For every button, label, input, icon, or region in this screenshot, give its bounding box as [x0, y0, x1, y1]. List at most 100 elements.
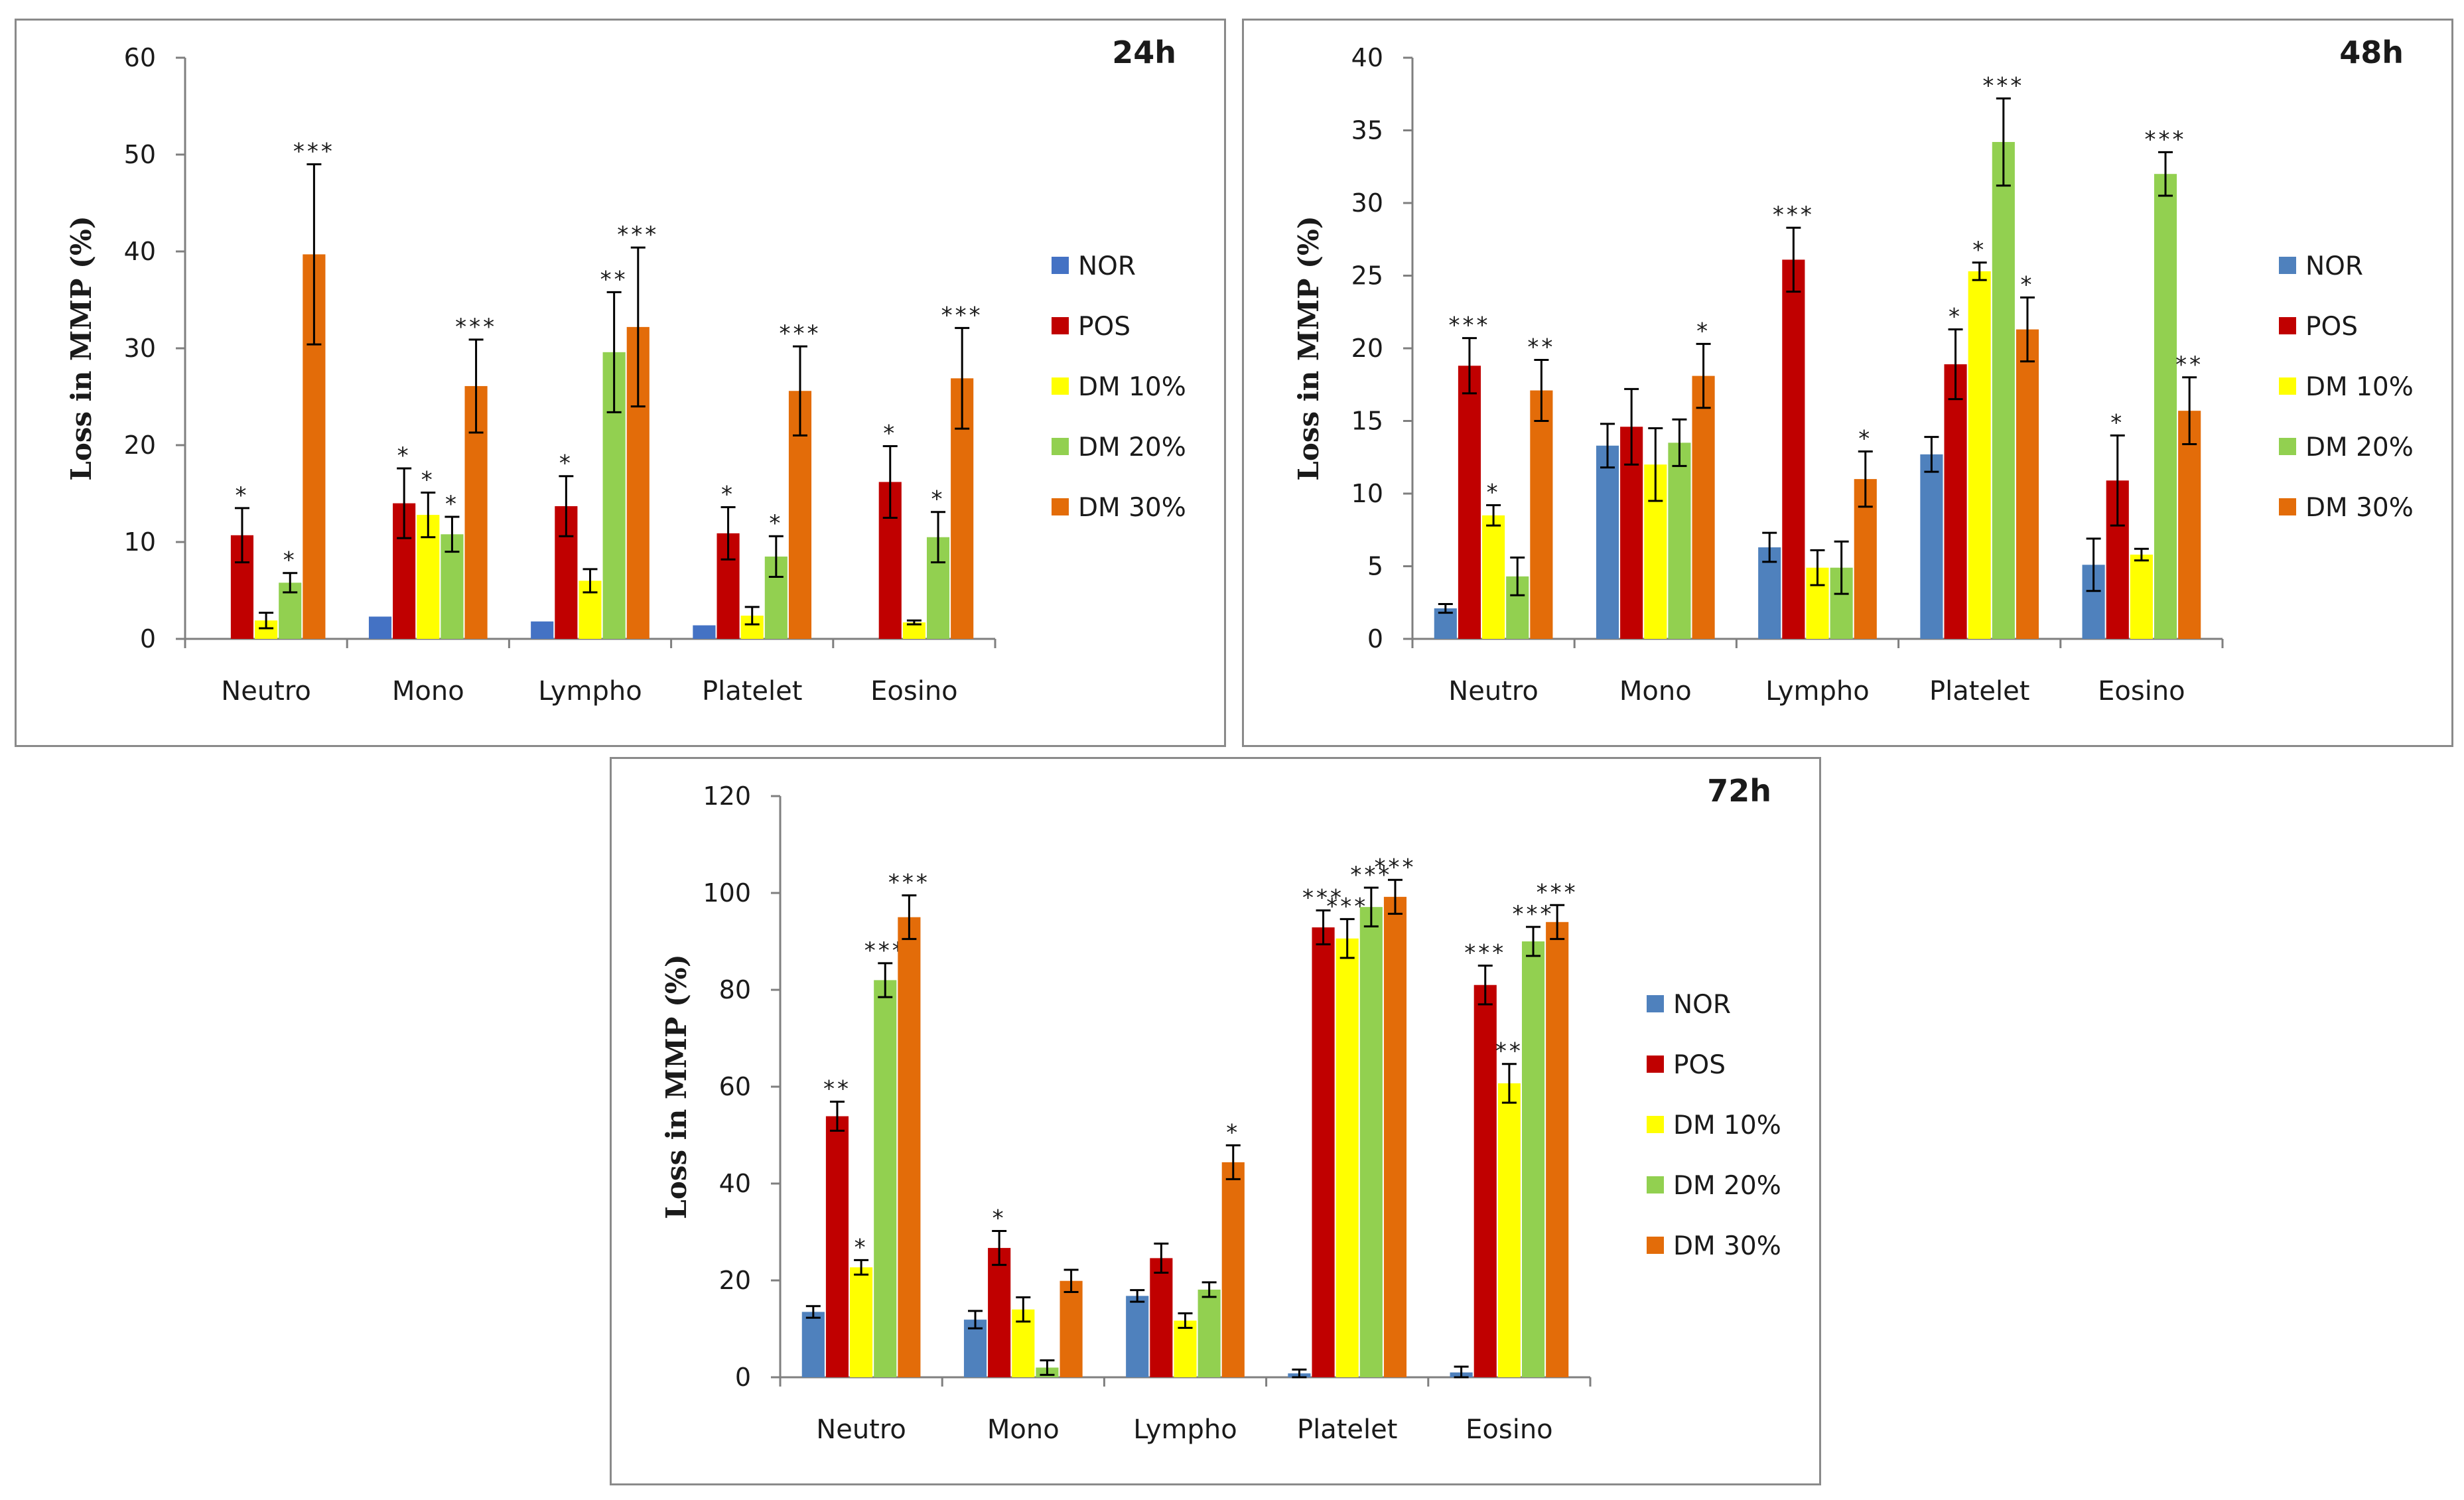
x-tick-label-neutro: Neutro — [816, 1414, 906, 1445]
y-tick-label: 100 — [703, 878, 751, 908]
bar-dm-30-lympho — [1221, 1162, 1245, 1377]
significance-dm-10-platelet: * — [1972, 237, 1986, 263]
significance-dm-20-eosino: * — [931, 486, 945, 513]
bar-dm-30-mono — [1692, 375, 1715, 639]
significance-dm-20-platelet: * — [769, 510, 783, 537]
bar-nor-neutro — [801, 1312, 825, 1377]
significance-dm-20-platelet: *** — [1982, 72, 2024, 99]
significance-dm-30-platelet: *** — [779, 320, 821, 347]
x-tick-label-mono: Mono — [987, 1414, 1060, 1445]
bar-pos-eosino — [1473, 985, 1497, 1377]
significance-dm-10-mono: * — [421, 467, 435, 494]
y-tick-label: 35 — [1351, 116, 1383, 145]
legend-swatch-pos — [1052, 317, 1069, 334]
bar-pos-lympho — [1150, 1258, 1173, 1377]
significance-dm-30-lympho: * — [1226, 1119, 1240, 1146]
legend-swatch-pos — [2279, 317, 2296, 334]
significance-pos-neutro: ** — [823, 1076, 851, 1103]
bar-dm-10-neutro — [850, 1267, 873, 1377]
significance-dm-30-lympho: * — [1858, 425, 1872, 452]
bar-dm-10-eosino — [1497, 1083, 1521, 1377]
significance-pos-eosino: *** — [1464, 940, 1506, 967]
significance-pos-mono: * — [992, 1205, 1006, 1232]
legend-label-nor: NOR — [1078, 251, 1136, 281]
y-tick-label: 80 — [719, 975, 751, 1004]
y-axis-title: Loss in MMP (%) — [1292, 216, 1325, 480]
x-tick-label-neutro: Neutro — [1448, 676, 1539, 707]
y-tick-label: 60 — [124, 43, 156, 72]
legend-swatch-dm-30 — [2279, 498, 2296, 515]
significance-dm-30-neutro: ** — [1527, 334, 1555, 361]
chart-title: 24h — [1112, 34, 1176, 70]
bar-dm-20-lympho — [1198, 1289, 1221, 1377]
bar-pos-mono — [988, 1248, 1011, 1377]
x-tick-label-mono: Mono — [392, 676, 464, 707]
significance-pos-eosino: * — [883, 420, 897, 446]
significance-dm-10-platelet: *** — [1326, 893, 1368, 920]
bar-dm-30-neutro — [898, 917, 921, 1377]
bar-dm-10-platelet — [1335, 938, 1359, 1377]
bar-chart-24h: 0 10 20 30 40 50 60 Neutro Mono Lympho Platelet Eos… — [65, 34, 1186, 707]
y-tick-label: 0 — [1367, 624, 1383, 653]
x-tick-label-neutro: Neutro — [221, 676, 311, 707]
bar-pos-platelet — [1312, 927, 1335, 1377]
y-axis-title: Loss in MMP (%) — [65, 216, 98, 480]
significance-pos-neutro: *** — [1448, 312, 1490, 339]
bar-pos-neutro — [825, 1116, 849, 1377]
legend-swatch-dm-20 — [1052, 438, 1069, 455]
significance-pos-platelet: * — [1949, 304, 1962, 330]
significance-dm-20-neutro: * — [283, 547, 297, 574]
bar-nor-mono — [1596, 445, 1619, 639]
x-tick-label-platelet: Platelet — [1297, 1414, 1397, 1445]
bar-nor-mono — [368, 616, 392, 639]
legend-swatch-pos — [1647, 1056, 1664, 1073]
significance-dm-20-platelet: *** — [1350, 862, 1392, 888]
y-tick-label: 20 — [719, 1266, 751, 1295]
y-tick-label: 0 — [140, 624, 156, 653]
significance-pos-eosino: * — [2110, 409, 2124, 436]
bar-dm-30-mono — [1060, 1280, 1083, 1377]
y-tick-label: 60 — [719, 1072, 751, 1101]
x-tick-label-mono: Mono — [1619, 676, 1692, 707]
bar-dm-30-neutro — [1530, 390, 1553, 639]
bar-chart-48h: 0 5 10 15 20 25 30 35 40 Neutro Mono Lympho Platelet… — [1292, 34, 2414, 707]
x-tick-label-lympho: Lympho — [1133, 1414, 1237, 1445]
significance-pos-mono: * — [397, 443, 411, 469]
y-tick-label: 40 — [1351, 43, 1383, 72]
legend-label-dm-10: DM 10% — [2305, 372, 2414, 402]
y-axis-title: Loss in MMP (%) — [660, 954, 693, 1219]
chart-panel-48h: 0 5 10 15 20 25 30 35 40 Neutro Mono Lympho Platelet… — [1242, 19, 2453, 747]
significance-dm-30-mono: *** — [455, 314, 497, 340]
bar-dm-30-platelet — [2016, 329, 2039, 639]
significance-dm-10-neutro: * — [855, 1234, 868, 1261]
bar-nor-lympho — [1126, 1296, 1149, 1377]
x-tick-label-lympho: Lympho — [538, 676, 642, 707]
significance-pos-neutro: * — [235, 482, 249, 509]
bar-dm-30-platelet — [1383, 896, 1407, 1377]
x-tick-label-platelet: Platelet — [702, 676, 802, 707]
significance-dm-10-eosino: ** — [1495, 1038, 1523, 1065]
y-tick-label: 40 — [124, 237, 156, 266]
significance-dm-20-lympho: ** — [600, 266, 628, 293]
legend-swatch-dm-10 — [1052, 377, 1069, 395]
legend-label-nor: NOR — [2305, 251, 2363, 281]
legend-swatch-nor — [1052, 257, 1069, 274]
significance-dm-30-platelet: * — [2020, 271, 2034, 298]
significance-dm-20-eosino: *** — [2145, 126, 2187, 153]
y-tick-label: 30 — [1351, 188, 1383, 218]
bar-dm-20-platelet — [1992, 142, 2015, 639]
legend-label-dm-10: DM 10% — [1673, 1111, 1781, 1140]
bar-dm-10-lympho — [1174, 1320, 1197, 1377]
y-tick-label: 10 — [1351, 479, 1383, 508]
y-tick-label: 0 — [735, 1363, 751, 1392]
significance-pos-platelet: * — [721, 481, 735, 508]
bar-dm-30-eosino — [2178, 411, 2201, 639]
y-tick-label: 30 — [124, 334, 156, 363]
y-tick-label: 10 — [124, 527, 156, 557]
y-tick-label: 15 — [1351, 407, 1383, 436]
significance-dm-30-neutro: *** — [888, 870, 930, 896]
legend-swatch-dm-20 — [2279, 438, 2296, 455]
legend-swatch-dm-30 — [1052, 498, 1069, 515]
bar-dm-20-mono — [1668, 443, 1691, 639]
significance-dm-30-eosino: *** — [941, 302, 983, 328]
